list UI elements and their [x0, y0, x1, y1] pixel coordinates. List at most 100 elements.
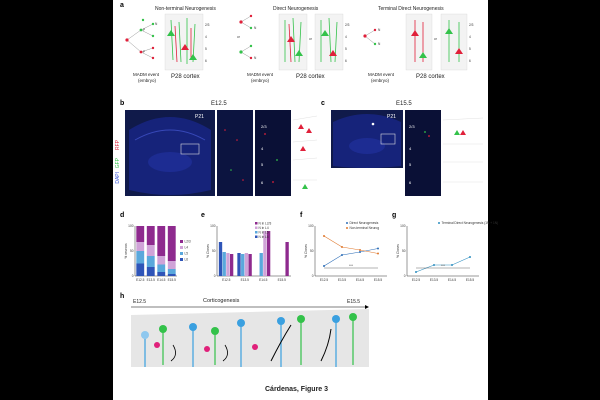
chart-g-xtick: E14.5: [448, 278, 457, 282]
age-label-c: P21: [387, 114, 396, 120]
corticogenesis-diagram: [131, 305, 369, 367]
panel-a-title-3: Terminal Direct Neurogenesis: [378, 6, 444, 12]
chart-e-ytick: 0: [214, 274, 216, 278]
tree3-n2: N: [378, 42, 381, 46]
chart-f-legend-marker: [346, 227, 348, 229]
chart-e-bar: [266, 231, 271, 276]
chart-d-bar: [146, 226, 155, 245]
chart-d-bar: [167, 226, 176, 261]
chart-e-legend-swatch: [255, 231, 258, 234]
h-title: Corticogenesis: [203, 298, 240, 304]
chart-f-xtick: E12.5: [320, 278, 329, 282]
micrograph-b-zoom2: 2/3 4 5 6: [255, 110, 291, 196]
b-layer-6: 6: [261, 180, 264, 185]
a2-layer-6: 6: [345, 59, 347, 63]
a2-layer-23: 2/3: [345, 23, 350, 27]
chart-d-bar: [157, 226, 166, 256]
panel-b-title: E12.5: [211, 101, 227, 107]
chart-f-point: [341, 246, 343, 248]
panel-a-title-2: Direct Neurogenesis: [273, 6, 319, 12]
cortex-label-3: P28 cortex: [416, 74, 445, 80]
stain-rfp-b: RFP: [115, 140, 121, 150]
panel-label-h: h: [120, 293, 125, 300]
chart-d-bar: [146, 245, 155, 256]
micrograph-b-zoom1: [217, 110, 253, 196]
h-start-label: E12.5: [133, 299, 147, 305]
b-layer-5: 5: [261, 162, 264, 167]
chart-g-point: [415, 271, 417, 273]
chart-e-bar: [285, 242, 289, 276]
chart-d-bar: [136, 242, 145, 251]
chart-d-legend-label: L5: [185, 252, 189, 256]
chart-d-bar: [167, 261, 176, 269]
b-schematic: [292, 115, 318, 189]
chart-d-bar: [167, 269, 176, 274]
tree2-or: or: [237, 35, 241, 39]
a3-layer-23: 2/3: [469, 23, 474, 27]
a-layer-23: 2/3: [205, 23, 210, 27]
chart-e-xtick: E14.5: [259, 278, 268, 282]
chart-e-bar: [244, 253, 249, 276]
chart-d-legend-label: L4: [185, 246, 189, 250]
tree2-n2: N: [254, 56, 257, 60]
chart-g-xtick: E13.5: [430, 278, 439, 282]
chart-d-bar: [146, 267, 155, 276]
col2-or: or: [309, 37, 313, 41]
panel-label-f: f: [300, 212, 303, 219]
tree3-n1: N: [378, 28, 381, 32]
cortex-label-1: P28 cortex: [171, 74, 200, 80]
a-layer-6: 6: [205, 59, 207, 63]
chart-g-ytick: 0: [404, 274, 406, 278]
chart-d-xtick: E15.5: [168, 278, 177, 282]
c-layer-23: 2/3: [409, 124, 415, 129]
chart-e-bar: [248, 254, 252, 276]
chart-g-ytick: 50: [402, 249, 406, 253]
chart-f-point: [359, 249, 361, 251]
chart-f-legend-marker: [346, 222, 348, 224]
chart-g-legend-label: Terminal Direct Neurogenesis (1N + 1N): [442, 221, 499, 225]
chart-d-legend-label: L6: [185, 258, 189, 262]
chart-g-ylabel: % Clones: [396, 244, 400, 258]
chart-e-legend-label: N in L5: [259, 230, 269, 234]
lineage-tree-direct: [239, 14, 253, 60]
h-end-label: E15.5: [347, 299, 361, 305]
chart-d-bar: [146, 256, 155, 267]
cortex-label-2: P28 cortex: [296, 74, 325, 80]
chart-e-legend-swatch: [255, 222, 258, 225]
micrograph-b-overview: P21: [125, 110, 215, 196]
chart-f-point: [323, 265, 325, 267]
stain-gfp-b: GFP: [115, 158, 121, 169]
chart-d-bar: [157, 256, 166, 265]
chart-d-bar: [157, 264, 166, 272]
chart-f-annotation: ***: [349, 264, 353, 268]
c-layer-6: 6: [409, 180, 412, 185]
a3-layer-5: 5: [469, 47, 471, 51]
madm-label-2: MADM event: [247, 72, 274, 77]
chart-d-ytick: 50: [130, 249, 134, 253]
chart-d-bar: [167, 274, 176, 276]
chart-f-legend-label: Non-terminal Neurog: [350, 226, 380, 230]
chart-d-xtick: E14.5: [157, 278, 166, 282]
chart-f-ytick: 0: [312, 274, 314, 278]
a2-layer-5: 5: [345, 47, 347, 51]
chart-d-bar: [136, 263, 145, 276]
chart-f-xtick: E15.5: [374, 278, 383, 282]
zoom1-b-cells: [224, 129, 244, 181]
c-layer-5: 5: [409, 162, 412, 167]
chart-e-bar: [263, 231, 267, 276]
chart-d-xtick: E13.5: [147, 278, 156, 282]
chart-e-bar: [222, 252, 226, 276]
chart-g: 0 50 100 % Clones Terminal Direct Neurogenes…: [396, 221, 498, 282]
zoom2-b-cells: [264, 133, 278, 183]
chart-e-ytick: 100: [210, 224, 216, 228]
chart-e-xtick: E13.5: [241, 278, 250, 282]
chart-d-legend-swatch: [180, 246, 183, 249]
lineage-tree-nonterminal: [125, 18, 155, 60]
chart-g-legend-marker: [438, 222, 440, 224]
figure-page: a Non-terminal Neurogenesis Direct Neuro…: [113, 0, 498, 400]
madm-label-3: MADM event: [368, 72, 395, 77]
brain-outline-c: [333, 114, 401, 168]
chart-f-series-line: [323, 235, 379, 254]
panel-label-e: e: [201, 212, 205, 219]
cortex-column-3a: [405, 13, 433, 71]
